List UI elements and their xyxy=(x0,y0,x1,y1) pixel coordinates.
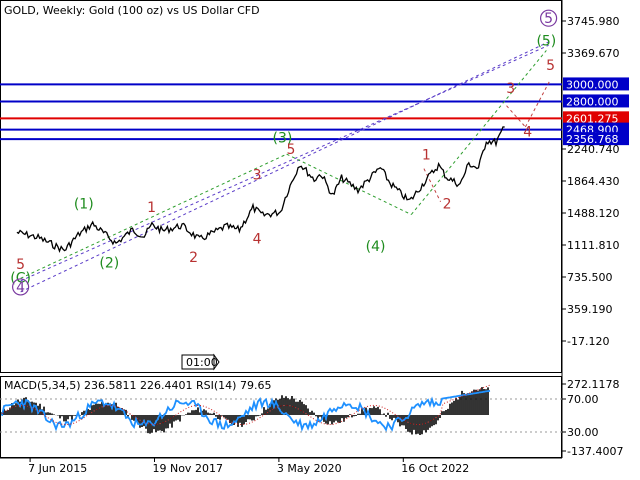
y-tick-label: 735.500 xyxy=(567,271,613,284)
wave-label: (3) xyxy=(273,130,293,146)
wave-label: (5) xyxy=(536,33,556,49)
wave-label: 1 xyxy=(422,147,431,163)
y-tick-label: 1111.810 xyxy=(567,239,620,252)
macd-rsi-indicator: 272.1178 70.00 30.00 -137.4007 xyxy=(0,378,623,458)
wave-label: 2 xyxy=(189,250,198,266)
channel-lower xyxy=(20,44,549,282)
time-box-arrow xyxy=(213,353,220,371)
gold-price-line xyxy=(16,126,505,253)
wave-guide xyxy=(286,153,412,215)
y-tick-label: 359.190 xyxy=(567,303,613,316)
wave-label: 5 xyxy=(16,257,25,273)
wave-label: 3 xyxy=(506,81,515,97)
projection-guide xyxy=(506,105,526,128)
time-box-label: 01:00 xyxy=(186,356,218,369)
price-series xyxy=(16,126,505,253)
wave-label: (2) xyxy=(99,255,119,271)
wave-label-circled: 5 xyxy=(544,11,553,27)
chart-title: GOLD, Weekly: Gold (100 oz) vs US Dollar… xyxy=(4,4,260,17)
wave-label: 1 xyxy=(147,200,156,216)
wave-label: 3 xyxy=(253,168,262,184)
level-label-box xyxy=(563,77,629,91)
level-label-box xyxy=(563,132,629,146)
y-tick-label: -17.120 xyxy=(567,335,609,348)
indicator-y-tick-label: -137.4007 xyxy=(567,445,623,458)
y-tick-label: 3369.670 xyxy=(567,47,620,60)
macd-histogram xyxy=(1,387,489,435)
indicator-y-tick-label: 272.1178 xyxy=(567,378,620,391)
projection-guide xyxy=(524,79,551,128)
level-label: 2356.768 xyxy=(566,133,619,146)
wave-guides xyxy=(20,41,551,293)
wave-label: 5 xyxy=(546,58,555,74)
macd-signal-line xyxy=(1,384,492,426)
indicator-title: MACD(5,34,5) 236.5811 226.4401 RSI(14) 7… xyxy=(4,379,271,392)
x-tick-label: 16 Oct 2022 xyxy=(401,462,469,475)
y-tick-label: 2240.740 xyxy=(567,143,620,156)
wave-label: 2 xyxy=(443,197,452,213)
wave-label-circled: 4 xyxy=(16,280,25,296)
main-chart-frame xyxy=(0,0,562,373)
wave-label: 4 xyxy=(253,231,262,247)
level-label: 2800.000 xyxy=(566,95,619,108)
level-label: 2601.275 xyxy=(566,112,619,125)
rsi-line xyxy=(1,389,491,433)
indicator-y-tick-label: 70.00 xyxy=(567,393,599,406)
x-tick-label: 19 Nov 2017 xyxy=(152,462,222,475)
x-tick-label: 7 Jun 2015 xyxy=(28,462,87,475)
level-label: 3000.000 xyxy=(566,78,619,91)
projection-guide xyxy=(423,168,442,203)
wave-circle xyxy=(12,278,30,296)
channel-main xyxy=(20,41,549,293)
y-tick-label: 1864.430 xyxy=(567,175,620,188)
y-tick-label: 3745.980 xyxy=(567,15,620,28)
wave-guide xyxy=(20,153,287,279)
time-axis: 7 Jun 2015 19 Nov 2017 3 May 2020 16 Oct 20… xyxy=(28,458,469,475)
wave-label: 5 xyxy=(286,142,295,158)
level-label-box xyxy=(563,94,629,108)
price-axis: 3745.980 3369.670 2240.740 1864.430 1488.120… xyxy=(562,15,620,348)
x-tick-label: 3 May 2020 xyxy=(277,462,342,475)
wave-circle xyxy=(539,9,558,27)
wave-label: 4 xyxy=(523,124,532,140)
wave-label: (1) xyxy=(74,197,94,213)
wave-label: (4) xyxy=(366,239,386,255)
y-tick-label: 1488.120 xyxy=(567,207,620,220)
level-label-box xyxy=(563,111,629,125)
indicator-y-tick-label: 30.00 xyxy=(567,426,599,439)
